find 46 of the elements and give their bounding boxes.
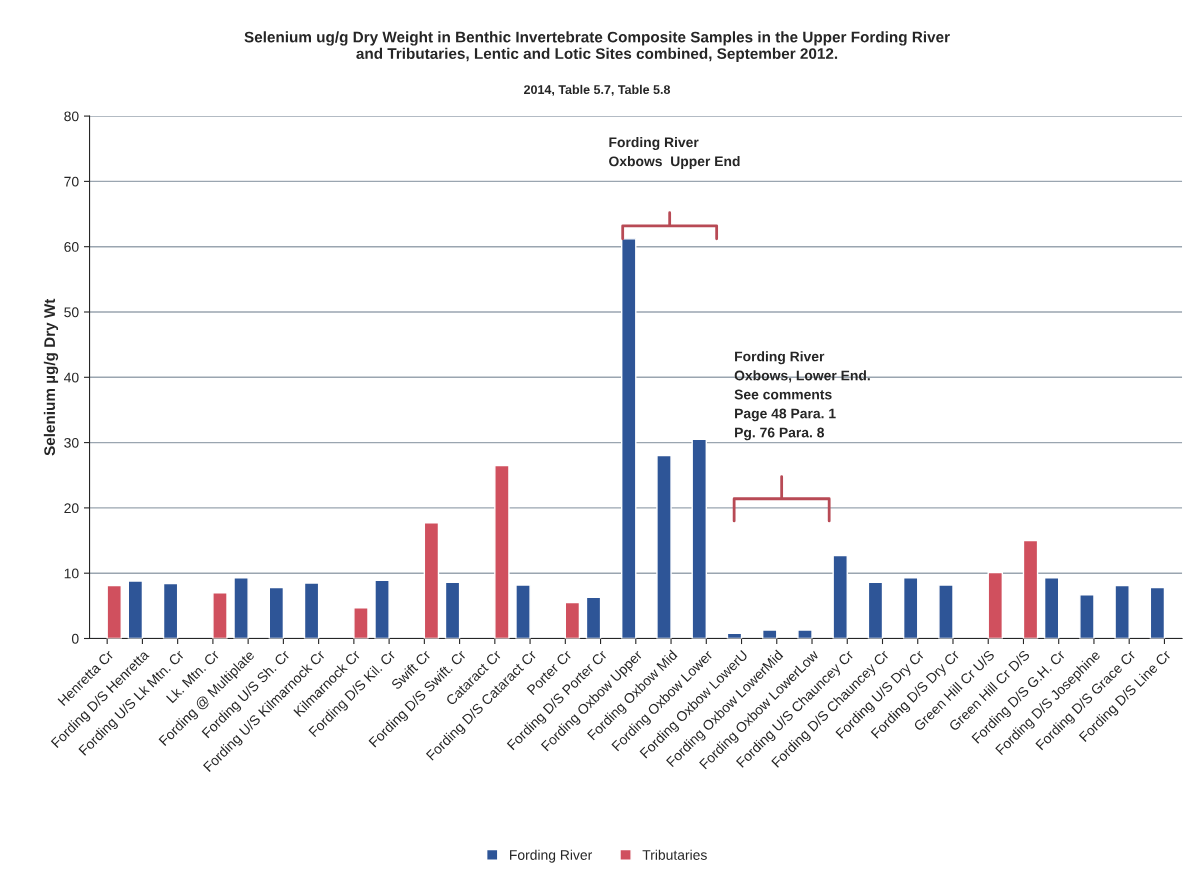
bar [867,581,884,639]
legend-label: Fording River [510,849,593,863]
bar [691,438,707,639]
annotation: Fording River Oxbows Upper End [609,136,740,169]
bar [423,522,440,639]
chart-title: Selenium ug/g Dry Weight in Benthic Invertebrate Composite Samples in the Upper Fording River and Tributaries, Lentic and Lotic Sites combined, September 2012. [244,31,950,63]
bar [585,596,602,639]
y-tick-label: 20 [64,503,79,514]
bar [353,607,369,639]
bar [938,584,954,639]
bar [1022,539,1039,639]
bar [1114,584,1130,639]
bar [106,584,122,639]
y-tick-label: 30 [64,437,79,448]
bar [268,586,285,639]
bar [564,601,581,639]
bar [515,584,531,639]
bar [127,580,144,639]
y-tick-label: 50 [64,307,79,318]
y-tick-label: 60 [64,242,79,252]
bar [444,581,461,639]
y-tick-label: 70 [64,176,79,187]
y-tick-label: 80 [64,111,79,122]
bar [621,238,637,639]
bar [303,582,320,639]
chart-subtitle: 2014, Table 5.7, Table 5.8 [524,84,671,96]
bar [374,579,390,639]
y-tick-label: 0 [71,633,79,644]
bar [832,554,848,639]
bar [233,577,249,639]
bar [761,629,778,639]
bar [1149,586,1166,639]
bar [1043,577,1060,639]
bar [902,577,919,639]
annotation: Fording River Oxbows, Lower End. See comments Page 48 Para. 1 Pg. 76 Para. 8 [734,351,870,441]
bar [212,592,228,639]
y-tick-label: 10 [64,568,79,579]
y-axis-title: Selenium µg/g Dry Wt [43,298,59,456]
bar [162,582,179,639]
bar [797,629,813,639]
bar [987,571,1004,639]
bar [656,454,672,639]
y-tick-label: 40 [64,372,79,383]
bar [1079,594,1095,639]
bar [494,464,510,639]
legend-label: Tributaries [642,849,707,860]
